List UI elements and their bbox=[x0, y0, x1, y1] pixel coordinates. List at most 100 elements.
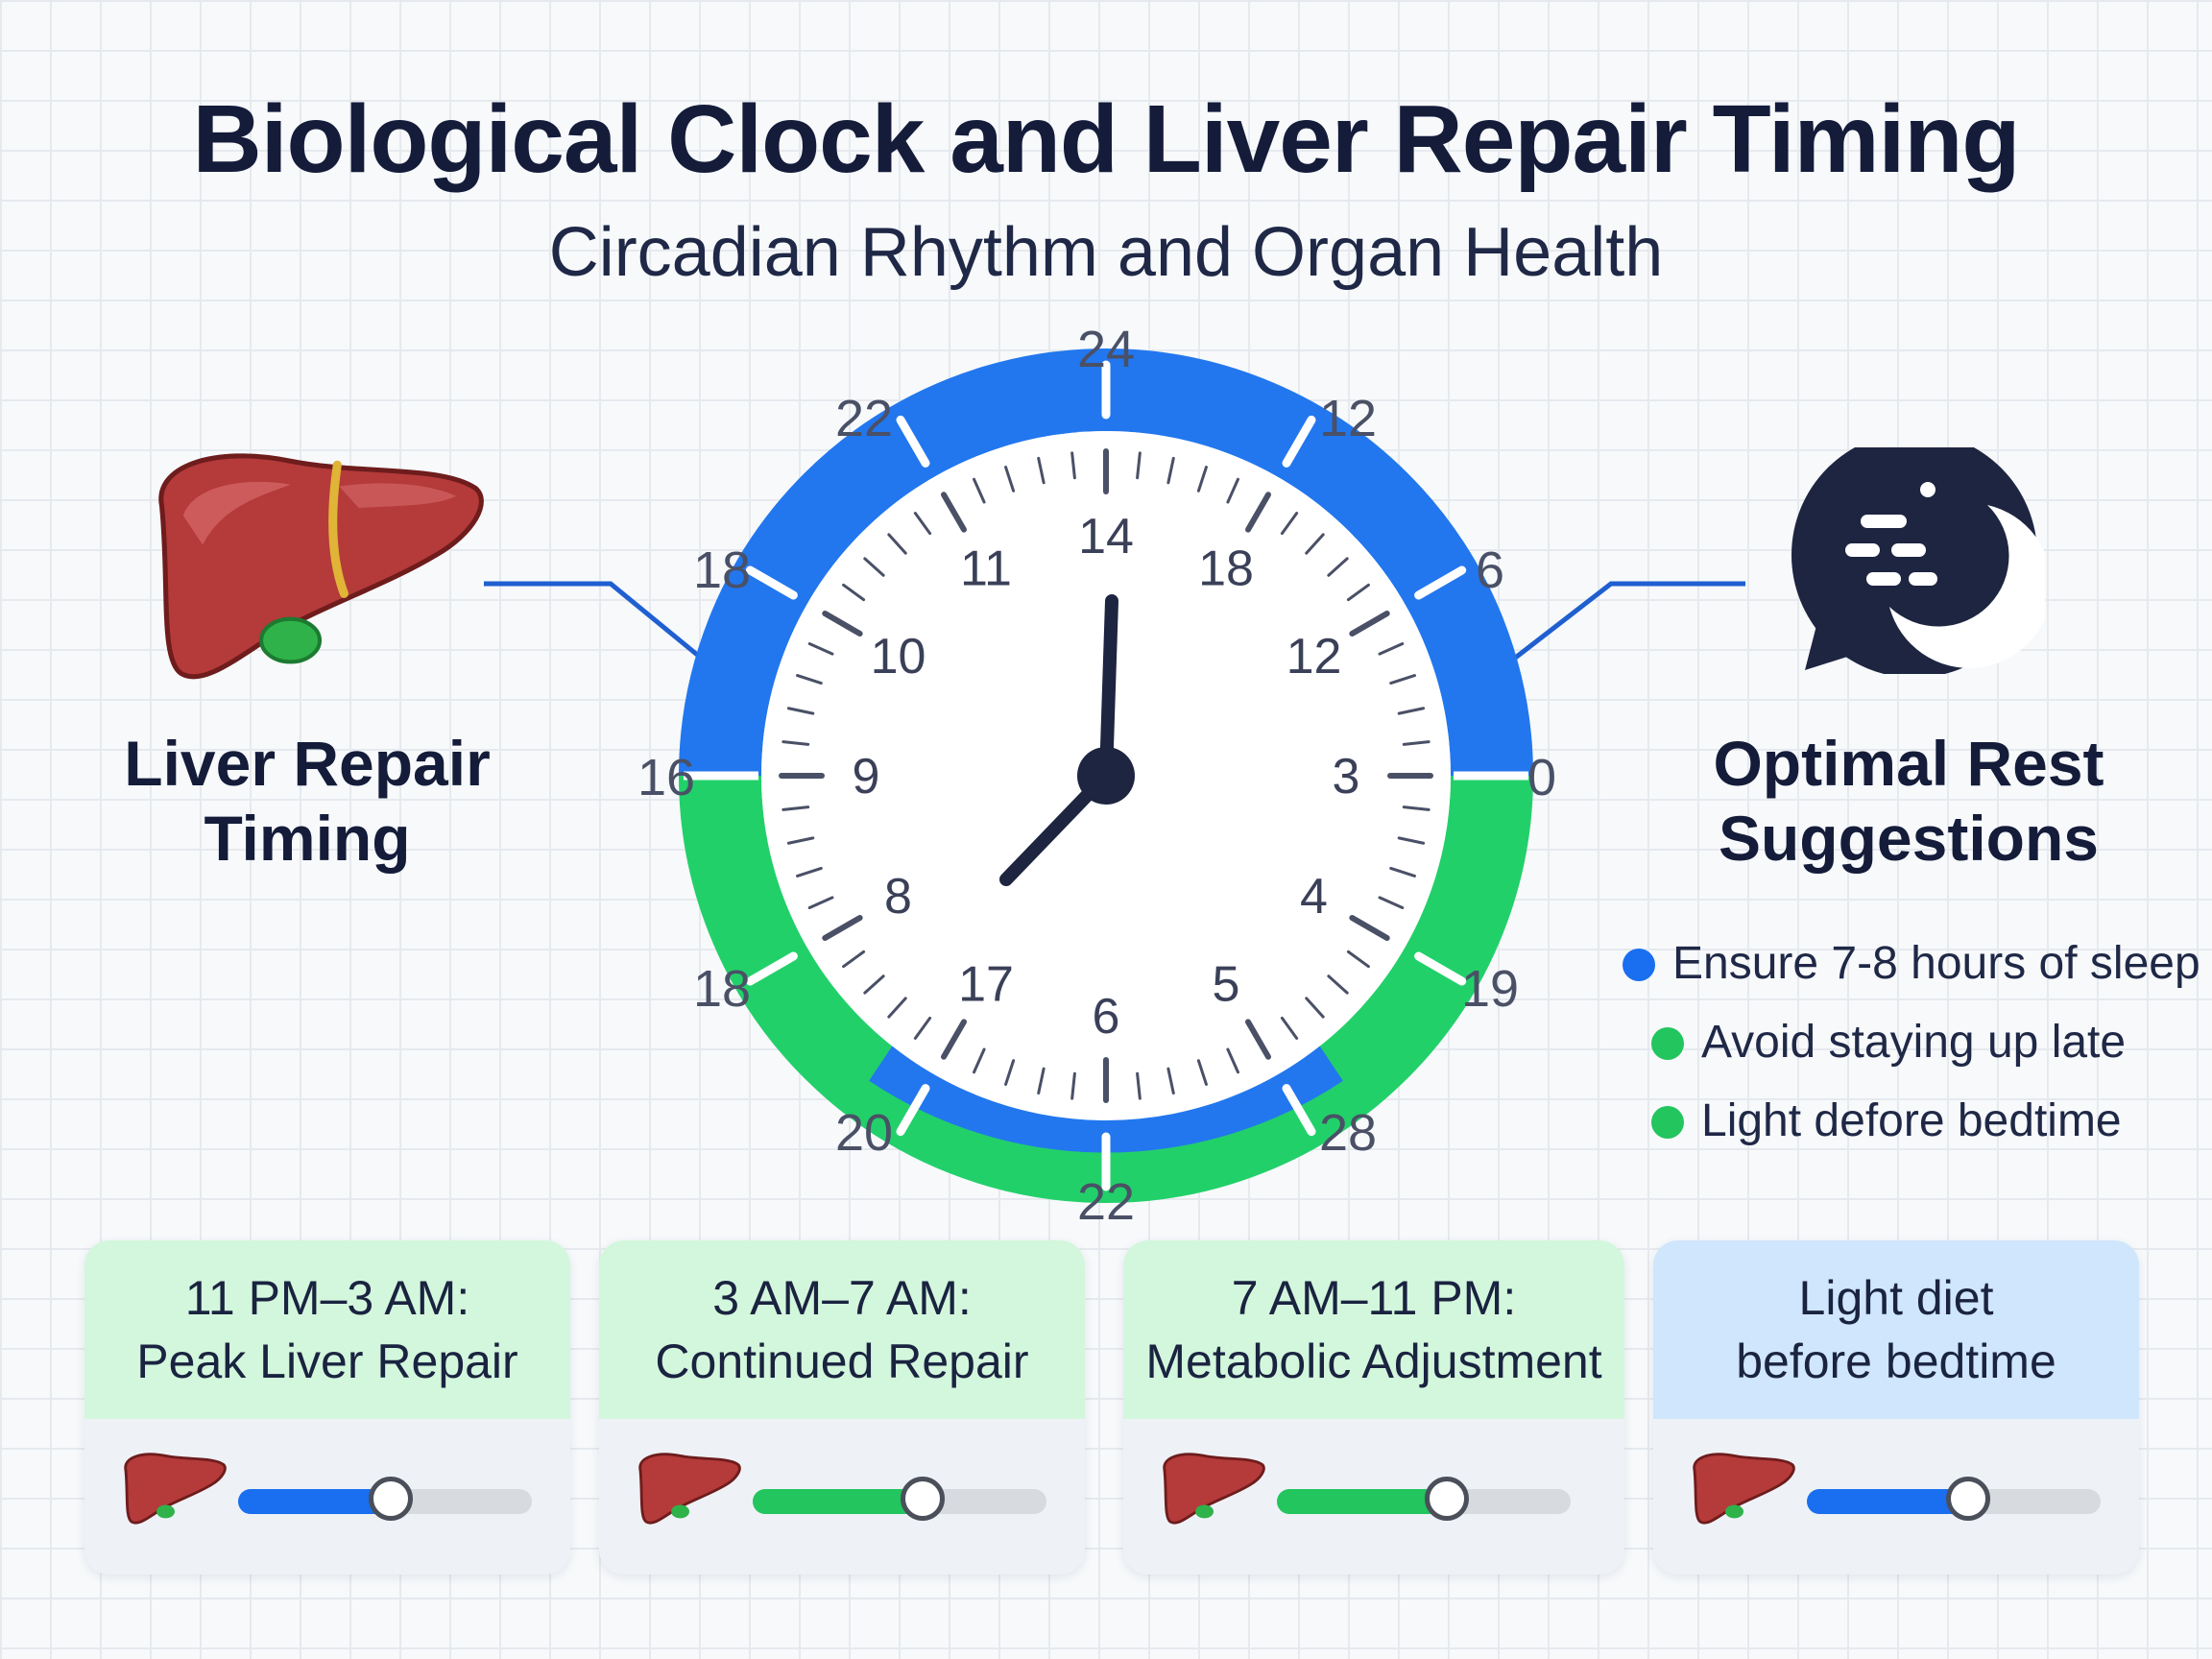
page-title: Biological Clock and Liver Repair Timing bbox=[192, 85, 2020, 193]
dial-tick bbox=[973, 477, 986, 504]
slider-knob[interactable] bbox=[901, 1477, 946, 1521]
dial-tick bbox=[1397, 707, 1426, 715]
dial-tick bbox=[796, 674, 823, 685]
dial-tick bbox=[1397, 836, 1426, 845]
dial-tick bbox=[1004, 1059, 1016, 1086]
card-label: Peak Liver Repair bbox=[136, 1334, 518, 1388]
clock-inner-label: 12 bbox=[1286, 629, 1342, 685]
card-header: Light diet before bedtime bbox=[1653, 1240, 2139, 1419]
dial-tick bbox=[1136, 451, 1142, 480]
card-time: 11 PM–3 AM: bbox=[184, 1271, 470, 1325]
dial-tick bbox=[863, 974, 885, 995]
ring-tick bbox=[1414, 951, 1467, 986]
clock-ring-bottom-arc bbox=[869, 1011, 1343, 1153]
clock-ring-upper-arc bbox=[679, 349, 1533, 777]
clock-outer-label: 22 bbox=[835, 390, 893, 447]
tip-text: Ensure 7-8 hours of sleep bbox=[1672, 938, 2200, 989]
dial-tick bbox=[1378, 642, 1405, 656]
ring-tick bbox=[745, 951, 798, 986]
dial-tick bbox=[842, 583, 866, 602]
clock-inner-label: 17 bbox=[958, 957, 1014, 1013]
dial-tick bbox=[913, 1016, 932, 1040]
dial-tick bbox=[1037, 1067, 1046, 1095]
progress-slider[interactable] bbox=[1277, 1477, 1571, 1521]
dial-tick bbox=[781, 805, 810, 811]
liver-repair-title-line1: Liver Repair bbox=[124, 728, 491, 799]
dial-tick bbox=[887, 533, 907, 555]
clock-outer-label: 24 bbox=[1077, 321, 1135, 378]
clock-inner-label: 5 bbox=[1213, 957, 1240, 1013]
rest-suggestions-title-line2: Suggestions bbox=[1718, 803, 2100, 874]
clock-outer-label: 6 bbox=[1476, 541, 1504, 599]
schedule-card-metabolic-adjustment: 7 AM–11 PM: Metabolic Adjustment bbox=[1123, 1240, 1624, 1575]
slider-knob[interactable] bbox=[1425, 1477, 1470, 1521]
ring-tick bbox=[896, 415, 930, 468]
progress-slider[interactable] bbox=[753, 1477, 1046, 1521]
minute-hand bbox=[1099, 594, 1118, 782]
dial-tick bbox=[1070, 1071, 1076, 1100]
dial-tick bbox=[1004, 466, 1016, 493]
dial-tick bbox=[1402, 740, 1431, 746]
clock-outer-label: 19 bbox=[1461, 960, 1519, 1018]
tip-bullet bbox=[1651, 1106, 1684, 1139]
liver-icon bbox=[1693, 1453, 1795, 1525]
dial-tick bbox=[822, 611, 863, 637]
hour-hand bbox=[999, 769, 1113, 886]
dial-tick bbox=[1037, 456, 1046, 485]
liver-icon bbox=[638, 1453, 741, 1525]
dial-tick bbox=[1136, 1071, 1142, 1100]
clock-outer-label: 16 bbox=[637, 749, 695, 806]
dial-tick bbox=[1166, 456, 1175, 485]
tip-bullet bbox=[1651, 1027, 1684, 1060]
dial-tick bbox=[1280, 512, 1299, 536]
clock-inner-label: 8 bbox=[884, 869, 912, 925]
dial-tick bbox=[1389, 674, 1416, 685]
card-label: Metabolic Adjustment bbox=[1145, 1334, 1602, 1388]
dial-tick bbox=[1196, 1059, 1208, 1086]
clock-outer-label: 0 bbox=[1527, 749, 1556, 806]
slider-knob[interactable] bbox=[1946, 1477, 1991, 1521]
clock-outer-label: 12 bbox=[1319, 390, 1377, 447]
dial-tick bbox=[913, 512, 932, 536]
dial-tick bbox=[807, 896, 834, 909]
clock-inner-label: 6 bbox=[1093, 989, 1120, 1045]
card-time: 7 AM–11 PM: bbox=[1231, 1271, 1517, 1325]
dial-tick bbox=[1070, 451, 1076, 480]
ring-tick bbox=[896, 1084, 930, 1137]
liver-repair-title-line2: Timing bbox=[204, 803, 411, 874]
dial-tick bbox=[1349, 611, 1390, 637]
dial-tick bbox=[1166, 1067, 1175, 1095]
progress-fill bbox=[1807, 1489, 1969, 1514]
dial-tick bbox=[822, 915, 863, 941]
dial-tick bbox=[796, 866, 823, 878]
progress-fill bbox=[238, 1489, 392, 1514]
clock-inner-label: 18 bbox=[1198, 541, 1254, 596]
ring-tick bbox=[1282, 1084, 1316, 1137]
dial-tick bbox=[1327, 557, 1349, 577]
liver-repair-title: Liver Repair Timing bbox=[106, 726, 509, 876]
liver-icon bbox=[1163, 1453, 1265, 1525]
dial-tick bbox=[781, 740, 810, 746]
rest-suggestions-title: Optimal Rest Suggestions bbox=[1669, 726, 2149, 876]
progress-slider[interactable] bbox=[1807, 1477, 2101, 1521]
dial-tick bbox=[887, 997, 907, 1019]
dial-tick bbox=[1305, 997, 1325, 1019]
dial-tick bbox=[1402, 805, 1431, 811]
dial-tick bbox=[842, 950, 866, 969]
ring-tick bbox=[1414, 565, 1467, 600]
card-footer bbox=[1653, 1419, 2139, 1575]
progress-fill bbox=[1277, 1489, 1448, 1514]
clock-outer-label: 22 bbox=[1077, 1173, 1135, 1231]
slider-knob[interactable] bbox=[369, 1477, 414, 1521]
clock-inner-label: 9 bbox=[853, 749, 880, 805]
ring-tick bbox=[1282, 415, 1316, 468]
dial-tick bbox=[1346, 583, 1370, 602]
clock-outer-label: 18 bbox=[693, 960, 751, 1018]
clock-inner-label: 4 bbox=[1300, 869, 1328, 925]
dial-tick bbox=[1245, 1019, 1271, 1060]
ring-tick bbox=[745, 565, 798, 600]
liver-icon bbox=[124, 1453, 227, 1525]
progress-slider[interactable] bbox=[238, 1477, 532, 1521]
progress-fill bbox=[753, 1489, 924, 1514]
dial-tick bbox=[1226, 1047, 1239, 1074]
